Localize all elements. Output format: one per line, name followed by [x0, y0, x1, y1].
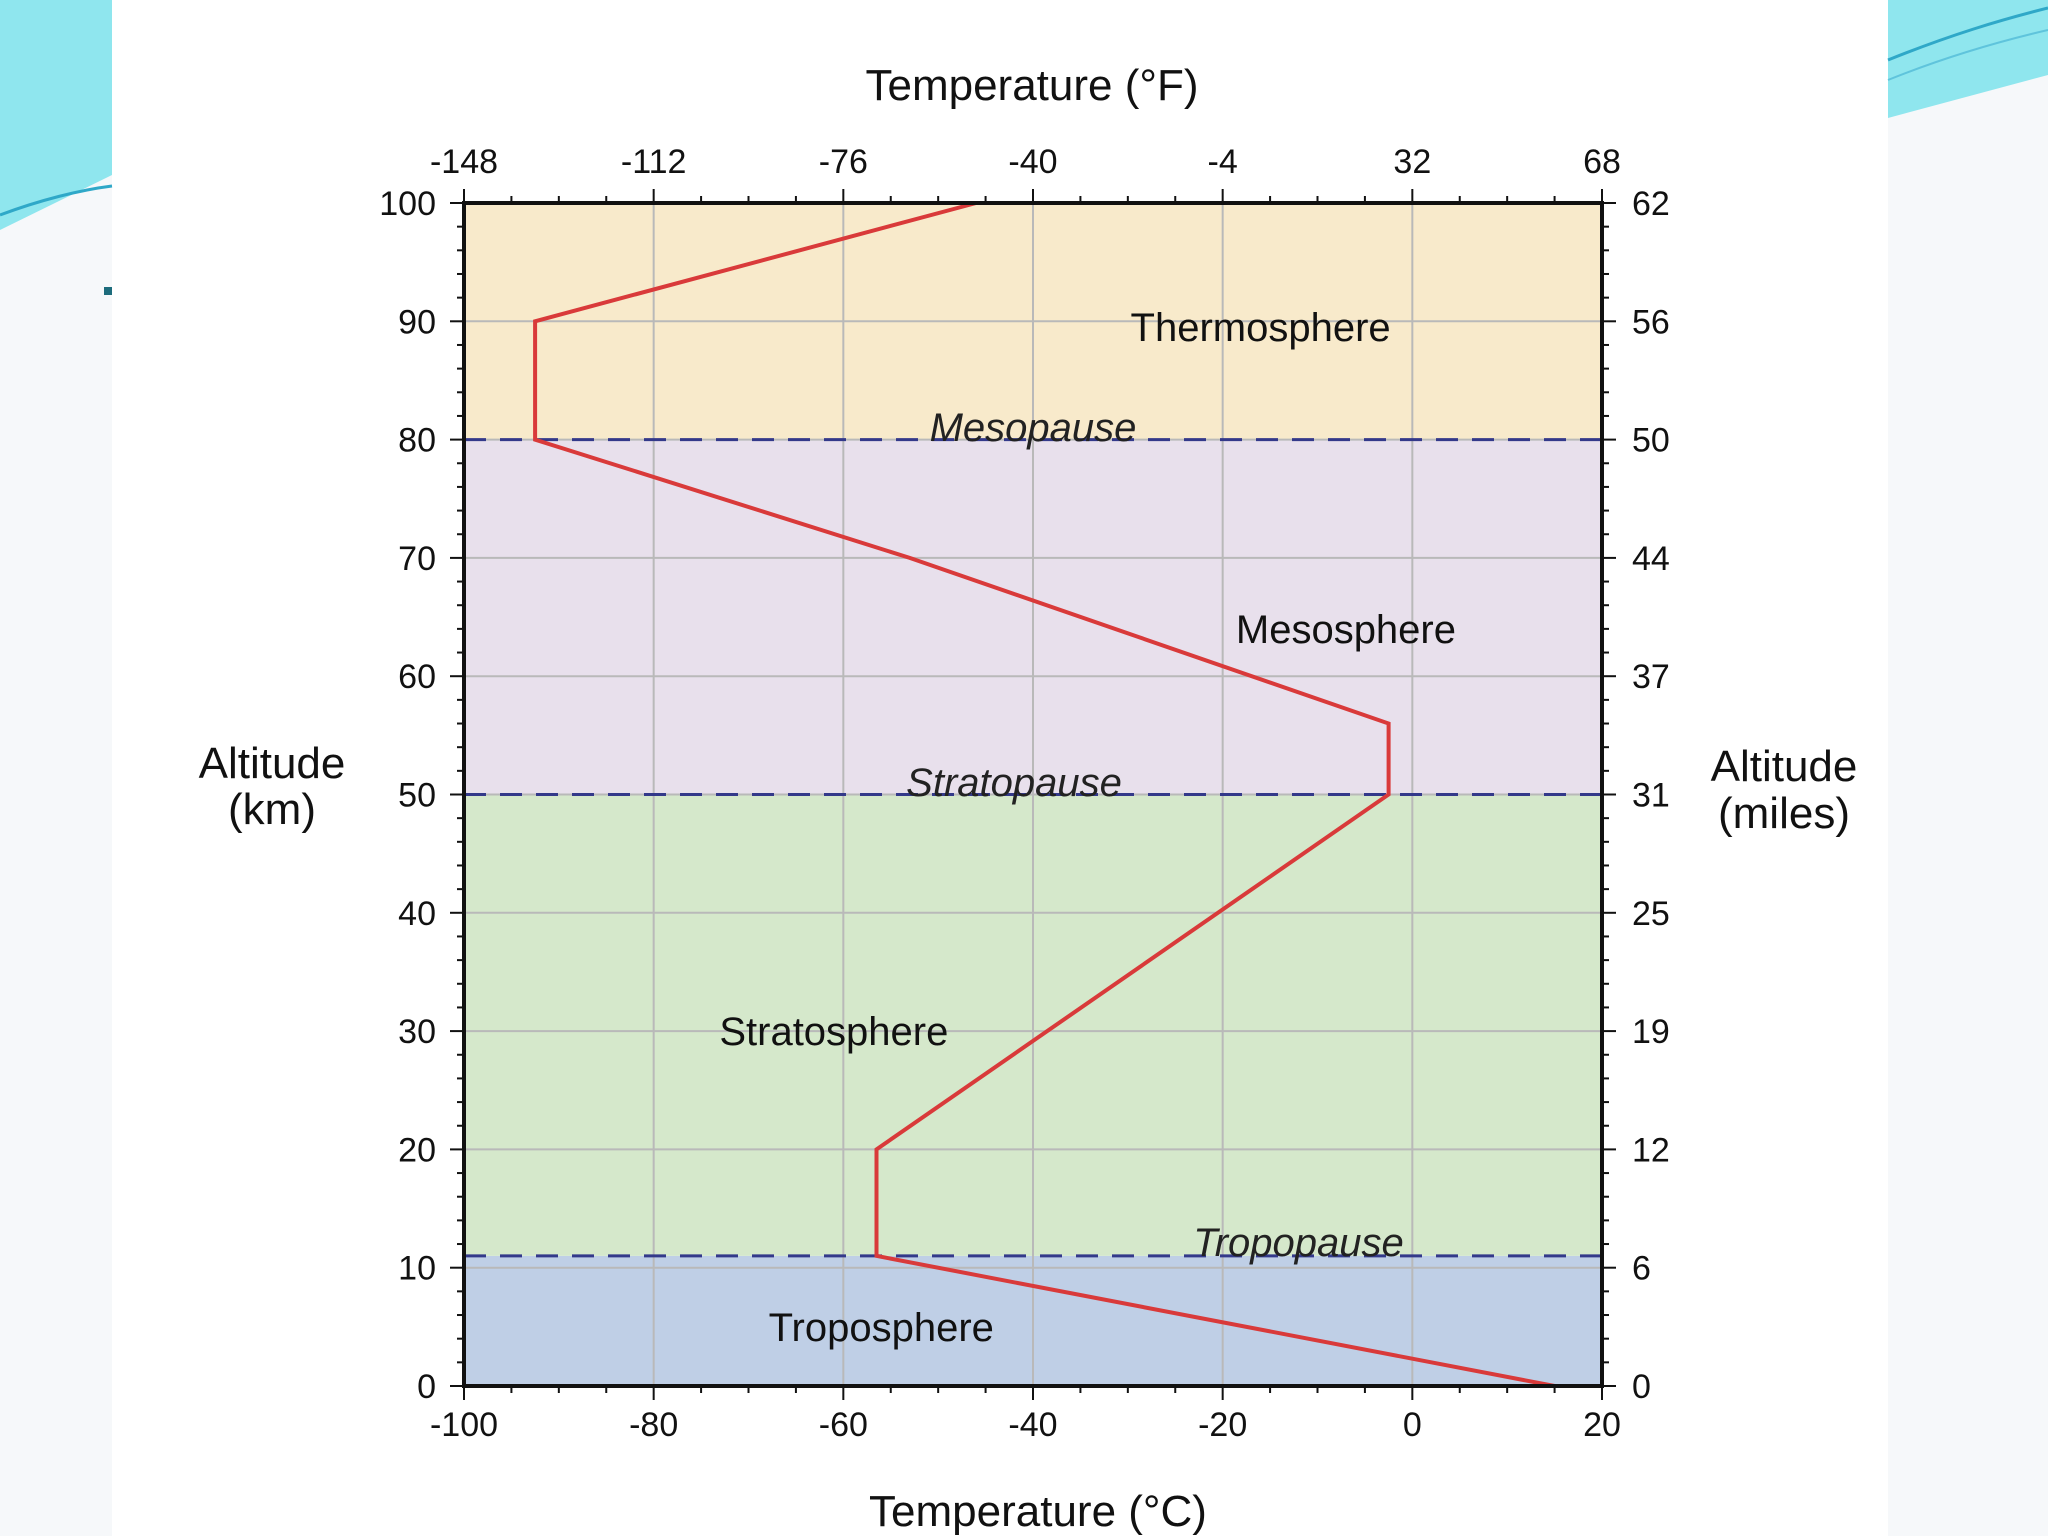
right-tick-label: 12	[1632, 1131, 1670, 1169]
layer-label-stratosphere: Stratosphere	[719, 1010, 948, 1054]
boundary-label-tropopause: Tropopause	[1193, 1221, 1404, 1265]
bottom-tick-label: 20	[1583, 1406, 1621, 1444]
boundary-label-mesopause: Mesopause	[930, 406, 1137, 450]
left-tick-label: 90	[398, 303, 436, 341]
bottom-tick-label: -60	[819, 1406, 868, 1444]
right-tick-label: 25	[1632, 895, 1670, 933]
swoosh-top-right	[1888, 0, 2048, 118]
left-tick-label: 0	[417, 1368, 436, 1406]
axes-group	[450, 189, 1616, 1400]
right-axis-title-line1: Altitude	[1711, 742, 1858, 791]
layer-label-mesosphere: Mesosphere	[1236, 608, 1456, 652]
left-tick-label: 100	[379, 185, 436, 223]
bottom-tick-label: -80	[629, 1406, 678, 1444]
layer-label-thermosphere: Thermosphere	[1131, 306, 1391, 350]
right-tick-label: 31	[1632, 777, 1670, 815]
right-tick-label: 37	[1632, 658, 1670, 696]
swoosh-top-left	[0, 0, 112, 230]
top-tick-label: -148	[430, 143, 498, 181]
bottom-tick-label: 0	[1403, 1406, 1422, 1444]
boundary-label-stratopause: Stratopause	[906, 761, 1122, 805]
top-tick-label: -4	[1208, 143, 1238, 181]
right-tick-label: 0	[1632, 1368, 1651, 1406]
slide-frame-right	[1888, 0, 2048, 1536]
bullet-marker	[104, 287, 112, 295]
left-tick-label: 10	[398, 1250, 436, 1288]
slide-frame-left	[0, 0, 112, 1536]
top-tick-label: -112	[621, 143, 687, 181]
bottom-tick-label: -20	[1198, 1406, 1247, 1444]
layer-label-troposphere: Troposphere	[769, 1306, 994, 1350]
top-tick-label: -40	[1008, 143, 1057, 181]
bottom-tick-label: -100	[430, 1406, 498, 1444]
right-tick-label: 62	[1632, 185, 1670, 223]
bottom-tick-label: -40	[1008, 1406, 1057, 1444]
left-tick-label: 60	[398, 658, 436, 696]
top-axis-title: Temperature (°F)	[865, 61, 1198, 110]
left-tick-label: 30	[398, 1013, 436, 1051]
swoosh-line-top-left	[0, 184, 113, 217]
swoosh-line-top-right	[1887, 6, 2048, 62]
left-tick-label: 80	[398, 422, 436, 460]
right-tick-label: 50	[1632, 422, 1670, 460]
top-tick-label: 68	[1583, 143, 1621, 181]
right-axis-title-line2: (miles)	[1718, 789, 1850, 838]
left-tick-label: 40	[398, 895, 436, 933]
top-tick-label: 32	[1393, 143, 1431, 181]
right-tick-label: 6	[1632, 1250, 1651, 1288]
right-tick-label: 56	[1632, 303, 1670, 341]
left-axis-title-line2: (km)	[228, 785, 316, 834]
left-tick-label: 50	[398, 777, 436, 815]
swoosh-line-top-right-2	[1887, 29, 2048, 81]
left-tick-label: 20	[398, 1131, 436, 1169]
top-tick-label: -76	[819, 143, 868, 181]
boundary-lines	[464, 438, 1602, 1258]
left-tick-label: 70	[398, 540, 436, 578]
labels-group: -100 -80 -60 -40 -20 0 20-148 -112 -76 -40 -4 32 680…	[379, 143, 1670, 1444]
bottom-axis-title: Temperature (°C)	[869, 1487, 1207, 1536]
right-tick-label: 19	[1632, 1013, 1670, 1051]
left-axis-title-line1: Altitude	[199, 739, 346, 788]
right-tick-label: 44	[1632, 540, 1670, 578]
